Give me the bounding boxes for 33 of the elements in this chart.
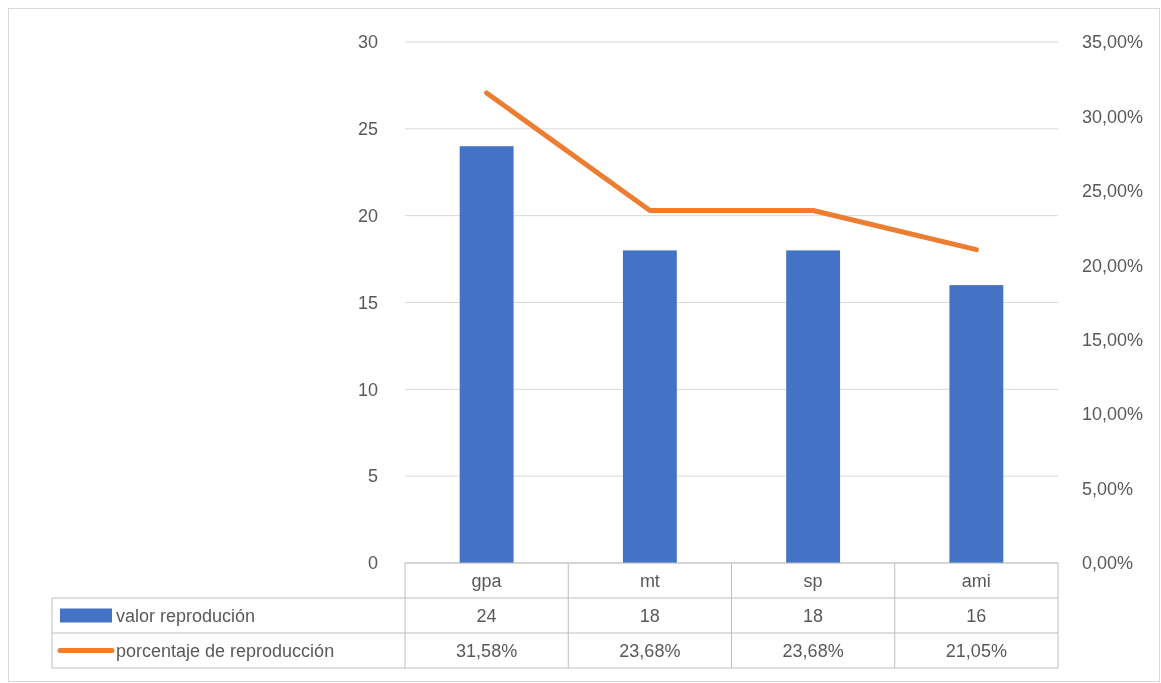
y-tick-label: 0 xyxy=(367,553,378,574)
legend-label: valor reprodución xyxy=(116,605,256,626)
y2-tick-label: 10,00% xyxy=(1082,404,1144,425)
bar xyxy=(622,250,677,563)
y-tick-label: 10 xyxy=(357,379,378,400)
y-tick-label: 30 xyxy=(357,32,378,53)
data-label: 18 xyxy=(803,605,824,626)
bar xyxy=(949,285,1004,563)
x-tick-label: ami xyxy=(961,570,991,591)
data-label: 24 xyxy=(476,605,497,626)
x-tick-label: gpa xyxy=(471,570,503,591)
data-label: 23,68% xyxy=(782,640,844,661)
y2-tick-label: 20,00% xyxy=(1082,255,1144,276)
data-label: 31,58% xyxy=(456,640,518,661)
y2-tick-label: 35,00% xyxy=(1082,32,1144,53)
data-label: 18 xyxy=(639,605,660,626)
data-label: 23,68% xyxy=(619,640,681,661)
bar xyxy=(786,250,841,563)
y-tick-label: 25 xyxy=(357,119,378,140)
data-label: 16 xyxy=(966,605,987,626)
legend-label: porcentaje de reproducción xyxy=(116,640,335,661)
y2-tick-label: 15,00% xyxy=(1082,330,1144,351)
x-tick-label: sp xyxy=(803,570,823,591)
y2-tick-label: 25,00% xyxy=(1082,181,1144,202)
bar xyxy=(459,146,514,563)
y-tick-label: 20 xyxy=(357,205,378,226)
y-tick-label: 5 xyxy=(367,466,378,487)
y2-tick-label: 0,00% xyxy=(1082,553,1134,574)
y2-tick-label: 5,00% xyxy=(1082,478,1134,499)
y2-tick-label: 30,00% xyxy=(1082,106,1144,127)
x-tick-label: mt xyxy=(639,570,660,591)
y-tick-label: 15 xyxy=(357,292,378,313)
data-label: 21,05% xyxy=(945,640,1007,661)
